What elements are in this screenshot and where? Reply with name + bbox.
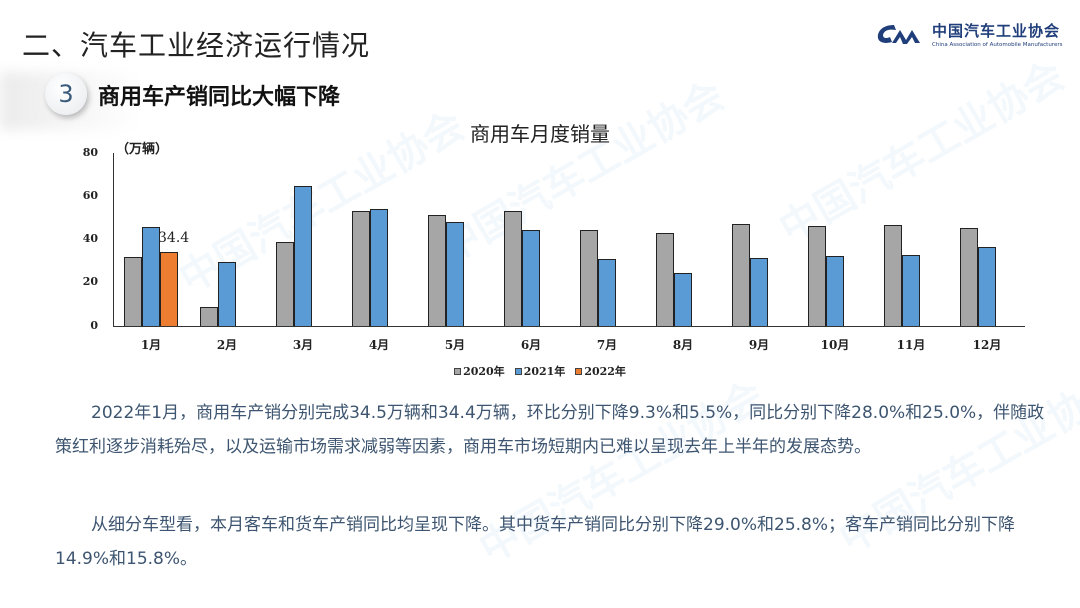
legend-label: 2020年 xyxy=(463,365,505,378)
bar xyxy=(674,273,692,326)
y-tick: 60 xyxy=(82,189,98,202)
bar xyxy=(124,256,142,326)
legend-swatch-icon xyxy=(575,367,583,375)
bar xyxy=(446,222,464,326)
paragraph-2: 从细分车型看，本月客车和货车产销同比均呈现下降。其中货车产销同比分别下降29.0… xyxy=(55,515,1016,569)
bar xyxy=(732,223,750,326)
section-number-badge: 3 xyxy=(45,73,87,115)
bar xyxy=(598,259,616,326)
bar xyxy=(580,229,598,326)
legend-swatch-icon xyxy=(514,367,522,375)
bar xyxy=(826,255,844,326)
x-tick-label: 9月 xyxy=(748,338,770,352)
chart-legend: 2020年 2021年 2022年 xyxy=(0,363,1080,379)
bar xyxy=(276,242,294,326)
bar xyxy=(352,210,370,326)
legend-item: 2022年 xyxy=(575,363,626,379)
bar xyxy=(902,255,920,326)
x-tick-label: 11月 xyxy=(896,338,926,352)
x-tick-label: 1月 xyxy=(140,338,162,352)
bar xyxy=(294,186,312,326)
y-tick: 0 xyxy=(90,319,98,332)
bar xyxy=(808,226,826,326)
bar xyxy=(160,251,178,326)
bar xyxy=(504,211,522,326)
bar xyxy=(200,307,218,326)
logo-name-en: China Association of Automobile Manufact… xyxy=(932,42,1063,48)
bar xyxy=(142,227,160,326)
paragraph-1: 2022年1月，商用车产销分别完成34.5万辆和34.4万辆，环比分别下降9.3… xyxy=(55,403,1045,457)
bar xyxy=(750,257,768,326)
y-tick: 20 xyxy=(82,275,98,288)
x-tick-label: 2月 xyxy=(216,338,238,352)
body-text: 2022年1月，商用车产销分别完成34.5万辆和34.4万辆，环比分别下降9.3… xyxy=(55,396,1045,464)
logo-name-cn: 中国汽车工业协会 xyxy=(932,22,1061,40)
x-tick-label: 4月 xyxy=(368,338,390,352)
page-title: 二、汽车工业经济运行情况 xyxy=(22,29,371,62)
y-tick: 80 xyxy=(82,146,98,159)
data-label: 34.4 xyxy=(158,229,190,246)
bar xyxy=(884,225,902,326)
bar xyxy=(428,214,446,326)
legend-swatch-icon xyxy=(454,367,462,375)
cam-logo-icon xyxy=(877,25,920,44)
bar xyxy=(656,233,674,326)
y-tick: 40 xyxy=(82,232,98,245)
body-text: 从细分车型看，本月客车和货车产销同比均呈现下降。其中货车产销同比分别下降29.0… xyxy=(55,508,1045,576)
bar xyxy=(960,228,978,326)
x-tick-label: 6月 xyxy=(520,338,542,352)
legend-label: 2021年 xyxy=(523,365,566,378)
x-tick-label: 7月 xyxy=(596,338,618,352)
chart-title: 商用车月度销量 xyxy=(470,122,610,146)
x-tick-label: 3月 xyxy=(292,338,314,352)
logo: 中国汽车工业协会 China Association of Automobile… xyxy=(876,20,1062,48)
legend-label: 2022年 xyxy=(584,365,626,378)
legend-item: 2020年 xyxy=(454,363,505,379)
bar xyxy=(978,247,996,326)
bar xyxy=(522,229,540,326)
x-axis xyxy=(113,326,1025,327)
x-tick-label: 10月 xyxy=(820,338,850,352)
x-tick-label: 8月 xyxy=(672,338,694,352)
x-tick-label: 5月 xyxy=(444,338,466,352)
legend-item: 2021年 xyxy=(514,363,566,379)
bar xyxy=(218,261,236,326)
section-title: 商用车产销同比大幅下降 xyxy=(98,85,341,110)
x-tick-label: 12月 xyxy=(972,338,1002,352)
y-axis-unit-label: （万辆） xyxy=(116,142,169,157)
y-axis xyxy=(113,153,114,326)
bar xyxy=(370,208,388,326)
